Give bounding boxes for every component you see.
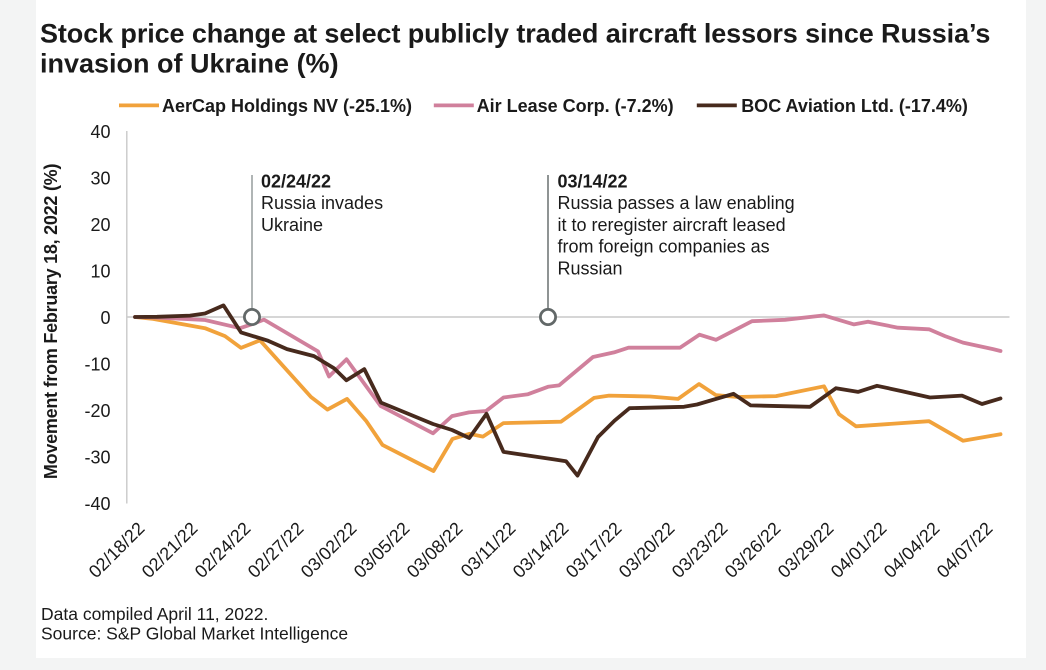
svg-text:10: 10 [90, 262, 110, 282]
svg-text:Ukraine: Ukraine [261, 215, 323, 235]
svg-text:20: 20 [90, 215, 110, 235]
svg-text:it to reregister aircraft leas: it to reregister aircraft leased [558, 215, 786, 235]
svg-text:02/24/22: 02/24/22 [261, 172, 331, 192]
svg-text:invasion of Ukraine (%): invasion of Ukraine (%) [40, 48, 339, 78]
svg-text:30: 30 [90, 168, 110, 188]
svg-text:Russian: Russian [558, 258, 623, 278]
svg-text:BOC Aviation Ltd. (-17.4%): BOC Aviation Ltd. (-17.4%) [741, 96, 968, 116]
svg-text:0: 0 [100, 308, 110, 328]
svg-text:-40: -40 [84, 494, 110, 514]
svg-text:03/14/22: 03/14/22 [558, 172, 628, 192]
svg-text:Air Lease Corp. (-7.2%): Air Lease Corp. (-7.2%) [477, 96, 674, 116]
svg-text:Russia passes a law enabling: Russia passes a law enabling [558, 193, 795, 213]
svg-text:Russia invades: Russia invades [261, 193, 383, 213]
svg-text:-20: -20 [84, 401, 110, 421]
svg-text:Source: S&P Global Market Inte: Source: S&P Global Market Intelligence [41, 623, 348, 643]
svg-text:Stock price change at select p: Stock price change at select publicly tr… [40, 18, 990, 48]
svg-text:Movement from February 18, 202: Movement from February 18, 2022 (%) [41, 164, 61, 480]
svg-text:-10: -10 [84, 355, 110, 375]
svg-text:Data compiled April 11, 2022.: Data compiled April 11, 2022. [41, 604, 268, 624]
svg-text:AerCap Holdings NV (-25.1%): AerCap Holdings NV (-25.1%) [162, 96, 412, 116]
svg-text:40: 40 [90, 122, 110, 142]
svg-text:-30: -30 [84, 448, 110, 468]
svg-text:from foreign companies as: from foreign companies as [558, 237, 770, 257]
